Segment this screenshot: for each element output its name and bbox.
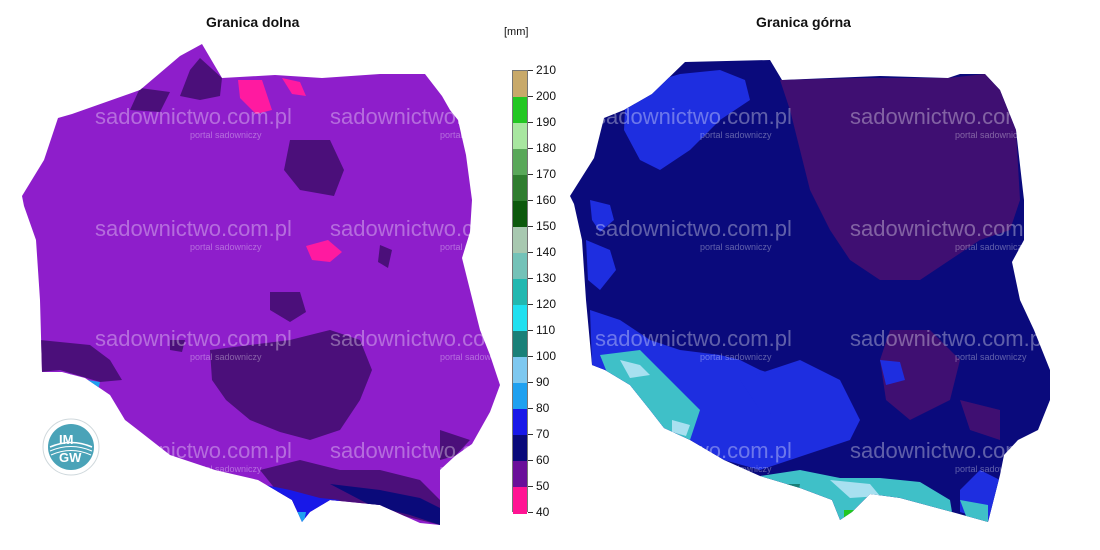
colorbar-segment — [513, 487, 527, 514]
watermark-text: sadownictwo.com.pl — [850, 326, 1047, 351]
watermark-tagline: portal sadowniczy — [440, 352, 512, 362]
colorbar-tick — [528, 512, 533, 513]
colorbar-tick-label: 80 — [536, 401, 550, 415]
colorbar-tick-label: 130 — [536, 271, 557, 285]
watermark-text: sadownictwo.com.pl — [595, 438, 792, 463]
watermark-tagline: portal sadowniczy — [190, 352, 262, 362]
colorbar-tick-label: 90 — [536, 375, 550, 389]
colorbar-tick-label: 50 — [536, 479, 550, 493]
watermark-text: sadownictwo.com.pl — [850, 216, 1047, 241]
watermark-tagline: portal sadowniczy — [440, 130, 512, 140]
colorbar-segment — [513, 279, 527, 306]
colorbar-tick-label: 110 — [536, 323, 556, 337]
watermark-text: sadownictwo.com.pl — [95, 216, 292, 241]
watermark-tagline: portal sadowniczy — [190, 130, 262, 140]
watermark-tagline: portal sadowniczy — [190, 464, 262, 474]
colorbar-tick — [528, 486, 533, 487]
colorbar-tick-label: 60 — [536, 453, 550, 467]
colorbar-segment — [513, 201, 527, 228]
colorbar-tick — [528, 96, 533, 97]
colorbar-tick-label: 70 — [536, 427, 550, 441]
watermark-text: sadownictwo.com.pl — [95, 104, 292, 129]
colorbar-tick-label: 100 — [536, 349, 557, 363]
colorbar-tick-label: 210 — [536, 63, 557, 77]
colorbar-tick — [528, 434, 533, 435]
colorbar-segment — [513, 71, 527, 98]
colorbar-segment — [513, 97, 527, 124]
colorbar-segment — [513, 409, 527, 436]
logo-line1: IM — [59, 432, 73, 447]
map-upper-bound — [570, 60, 1050, 522]
watermark-text: sadownictwo.com.pl — [330, 326, 527, 351]
colorbar-tick-label: 190 — [536, 115, 557, 129]
colorbar-segment — [513, 305, 527, 332]
watermark-tagline: portal sadowniczy — [700, 242, 772, 252]
colorbar-tick — [528, 200, 533, 201]
imgw-logo-icon: IM GW — [42, 418, 100, 476]
colorbar-segment — [513, 227, 527, 254]
watermark-text: sadownictwo.com.pl — [95, 438, 292, 463]
colorbar-segment — [513, 461, 527, 488]
colorbar-tick — [528, 304, 533, 305]
watermark-tagline: portal sadowniczy — [955, 242, 1027, 252]
colorbar-tick-label: 170 — [536, 167, 557, 181]
colorbar-tick — [528, 174, 533, 175]
watermark-text: sadownictwo.com.pl — [330, 438, 527, 463]
colorbar-tick — [528, 122, 533, 123]
watermark-tagline: portal sadowniczy — [955, 130, 1027, 140]
watermark-tagline: portal sadowniczy — [440, 464, 512, 474]
watermark-tagline: portal sadowniczy — [700, 352, 772, 362]
watermark-text: sadownictwo.com.pl — [850, 438, 1047, 463]
watermark-text: sadownictwo.com.pl — [595, 326, 792, 351]
watermark-overlay: sadownictwo.com.pl sadownictwo.com.pl sa… — [95, 104, 1047, 474]
watermark-tagline: portal sadowniczy — [190, 242, 262, 252]
colorbar-segment — [513, 383, 527, 410]
colorbar-segment — [513, 149, 527, 176]
colorbar-segment — [513, 357, 527, 384]
colorbar-tick-label: 160 — [536, 193, 557, 207]
colorbar-segment — [513, 331, 527, 358]
colorbar-tick — [528, 278, 533, 279]
watermark-text: sadownictwo.com.pl — [850, 104, 1047, 129]
colorbar-segment — [513, 175, 527, 202]
map-title-upper: Granica górna — [756, 14, 851, 30]
colorbar-tick-label: 200 — [536, 89, 557, 103]
watermark-tagline: portal sadowniczy — [955, 352, 1027, 362]
colorbar-segment — [513, 123, 527, 150]
legend-unit: [mm] — [504, 26, 529, 38]
colorbar-tick — [528, 356, 533, 357]
colorbar-tick-label: 140 — [536, 245, 557, 259]
watermark-tagline: portal sadowniczy — [440, 242, 512, 252]
colorbar-tick — [528, 330, 533, 331]
watermark-tagline: portal sadowniczy — [955, 464, 1027, 474]
watermark-text: sadownictwo.com.pl — [595, 104, 792, 129]
colorbar — [512, 70, 528, 514]
logo-line2: GW — [59, 450, 82, 465]
colorbar-tick-label: 150 — [536, 219, 557, 233]
colorbar-segment — [513, 253, 527, 280]
watermark-text: sadownictwo.com.pl — [330, 104, 527, 129]
watermark-tagline: portal sadowniczy — [700, 130, 772, 140]
colorbar-tick — [528, 70, 533, 71]
watermark-text: sadownictwo.com.pl — [330, 216, 527, 241]
colorbar-tick-label: 120 — [536, 297, 557, 311]
colorbar-tick — [528, 460, 533, 461]
map-title-lower: Granica dolna — [206, 14, 300, 30]
colorbar-tick-label: 40 — [536, 505, 550, 519]
colorbar-tick — [528, 408, 533, 409]
colorbar-tick-label: 180 — [536, 141, 557, 155]
colorbar-tick — [528, 382, 533, 383]
colorbar-tick — [528, 148, 533, 149]
colorbar-tick — [528, 226, 533, 227]
watermark-text: sadownictwo.com.pl — [95, 326, 292, 351]
imgw-logo: IM GW — [42, 418, 100, 476]
colorbar-segment — [513, 435, 527, 462]
colorbar-tick — [528, 252, 533, 253]
watermark-tagline: portal sadowniczy — [700, 464, 772, 474]
watermark-text: sadownictwo.com.pl — [595, 216, 792, 241]
